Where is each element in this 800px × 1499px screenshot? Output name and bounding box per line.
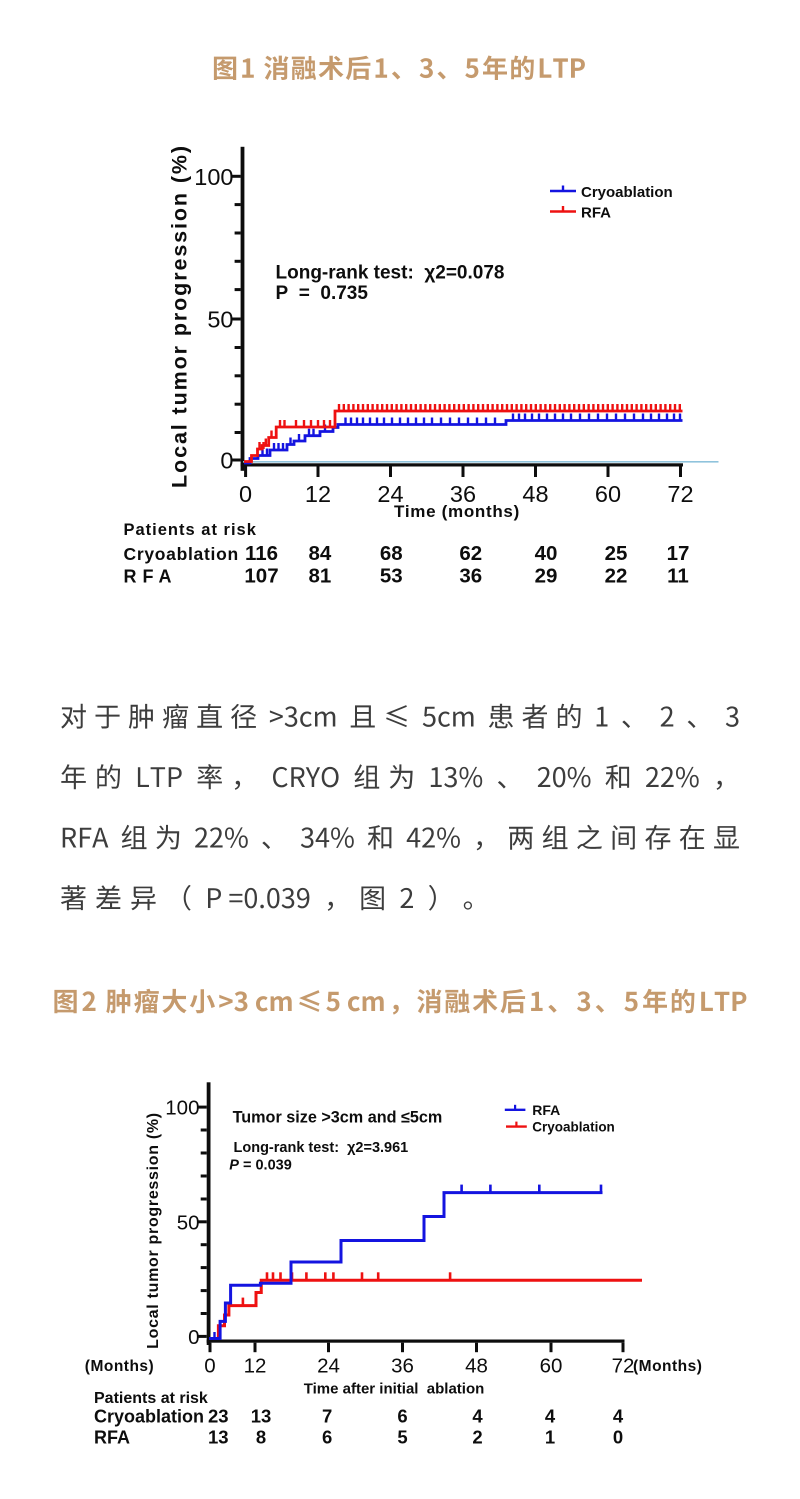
svg-text:13: 13 [208, 1427, 229, 1448]
svg-text:50: 50 [177, 1211, 200, 1234]
svg-text:Patients at risk: Patients at risk [124, 521, 257, 539]
svg-text:Cryoablation: Cryoablation [532, 1120, 615, 1135]
svg-text:100: 100 [165, 1097, 199, 1120]
svg-text:72: 72 [667, 481, 693, 507]
svg-text:116: 116 [245, 542, 278, 565]
svg-text:7: 7 [322, 1406, 332, 1427]
svg-text:36: 36 [391, 1355, 414, 1378]
svg-text:12: 12 [305, 481, 331, 507]
svg-text:0: 0 [188, 1326, 199, 1349]
svg-text:0: 0 [239, 481, 252, 507]
svg-text:2: 2 [472, 1427, 482, 1448]
svg-text:Time (months): Time (months) [394, 502, 520, 521]
svg-text:50: 50 [207, 307, 233, 333]
svg-text:72: 72 [612, 1355, 635, 1378]
svg-text:(Months): (Months) [633, 1358, 702, 1375]
svg-text:60: 60 [595, 481, 621, 507]
svg-text:0: 0 [220, 448, 233, 474]
svg-text:68: 68 [380, 542, 403, 565]
svg-text:Time after initial ablation: Time after initial ablation [304, 1381, 485, 1398]
svg-text:60: 60 [540, 1355, 563, 1378]
svg-text:4: 4 [613, 1406, 624, 1427]
svg-text:25: 25 [605, 542, 628, 565]
svg-text:1: 1 [545, 1427, 555, 1448]
svg-text:8: 8 [256, 1427, 266, 1448]
svg-text:4: 4 [545, 1406, 556, 1427]
svg-text:53: 53 [380, 565, 403, 588]
svg-text:11: 11 [667, 565, 689, 588]
svg-text:6: 6 [322, 1427, 332, 1448]
svg-text:48: 48 [465, 1355, 488, 1378]
svg-text:Tumor size >3cm and ≤5cm: Tumor size >3cm and ≤5cm [233, 1109, 443, 1127]
svg-text:81: 81 [308, 565, 331, 588]
svg-text:(Months): (Months) [85, 1358, 154, 1375]
svg-text:6: 6 [397, 1406, 407, 1427]
svg-text:84: 84 [308, 542, 331, 565]
svg-text:Long-rank test: χ2=3.961: Long-rank test: χ2=3.961 [234, 1140, 409, 1156]
svg-text:62: 62 [459, 542, 482, 565]
svg-text:RFA: RFA [581, 205, 611, 222]
svg-text:Local tumor progression (%): Local tumor progression (%) [145, 1112, 162, 1349]
svg-text:36: 36 [450, 481, 476, 507]
svg-text:5: 5 [397, 1427, 407, 1448]
svg-text:RFA: RFA [94, 1428, 130, 1448]
svg-text:Cryoablation: Cryoablation [94, 1407, 204, 1427]
svg-text:Cryoablation: Cryoablation [124, 544, 239, 564]
svg-text:4: 4 [472, 1406, 483, 1427]
svg-text:40: 40 [535, 542, 558, 565]
svg-text:RFA: RFA [532, 1102, 560, 1118]
svg-text:22: 22 [605, 565, 628, 588]
svg-text:29: 29 [535, 565, 558, 588]
svg-text:Long-rank test: χ2=0.078: Long-rank test: χ2=0.078 [276, 263, 505, 284]
svg-text:23: 23 [208, 1406, 229, 1427]
svg-text:48: 48 [522, 481, 548, 507]
svg-text:24: 24 [317, 1355, 340, 1378]
svg-text:100: 100 [194, 164, 233, 190]
svg-text:0: 0 [613, 1427, 623, 1448]
svg-text:Cryoablation: Cryoablation [581, 184, 673, 201]
svg-text:24: 24 [377, 481, 403, 507]
svg-text:RFA: RFA [124, 567, 178, 587]
svg-text:107: 107 [244, 565, 278, 588]
svg-text:12: 12 [244, 1355, 267, 1378]
svg-text:36: 36 [459, 565, 482, 588]
svg-text:Local tumor progression (%): Local tumor progression (%) [168, 144, 192, 488]
svg-text:P = 0.735: P = 0.735 [276, 283, 369, 304]
svg-text:Patients at risk: Patients at risk [94, 1390, 208, 1407]
svg-text:17: 17 [667, 542, 690, 565]
svg-text:0: 0 [204, 1355, 215, 1378]
svg-text:P = 0.039: P = 0.039 [229, 1158, 291, 1174]
svg-text:13: 13 [251, 1406, 272, 1427]
